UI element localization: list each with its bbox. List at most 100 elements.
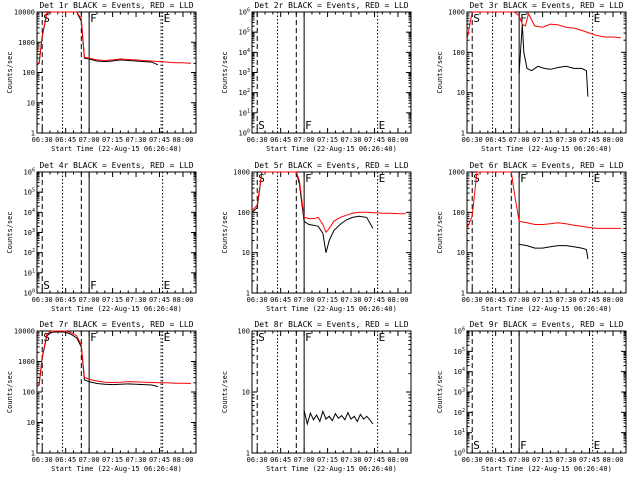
- marker-label-f: F: [90, 279, 97, 292]
- marker-label-e: E: [379, 119, 386, 132]
- y-tick-label: 1: [461, 290, 465, 298]
- marker-label-e: E: [594, 12, 601, 25]
- x-tick-label: 06:30: [32, 456, 53, 464]
- y-tick-exponent: 5: [247, 28, 250, 34]
- y-axis-label: Counts/sec: [6, 51, 14, 93]
- panel-1: Det 1r BLACK = Events, RED = LLD S F E 1 10 10…: [6, 1, 197, 153]
- x-tick-label: 07:15: [102, 456, 123, 464]
- x-tick-label: 07:30: [126, 136, 147, 144]
- y-tick-label: 1: [31, 130, 35, 138]
- x-tick-label: 06:45: [270, 456, 291, 464]
- marker-label-f: F: [305, 119, 312, 132]
- y-tick-label: 10: [457, 89, 465, 97]
- y-axis-label: Counts/sec: [221, 211, 229, 253]
- y-tick-label: 103: [454, 388, 465, 397]
- y-tick-label: 1: [246, 450, 250, 458]
- x-tick-label: 07:00: [509, 296, 530, 304]
- x-tick-label: 07:30: [341, 136, 362, 144]
- marker-label-f: F: [90, 331, 97, 344]
- y-tick-label: 106: [239, 8, 250, 17]
- x-axis-label: Start Time (22-Aug-15 06:26:40): [266, 145, 397, 153]
- marker-label-s: S: [258, 331, 265, 344]
- y-tick-label: 10: [242, 249, 250, 257]
- series-line-lld: [36, 11, 191, 65]
- y-tick-label: 1: [461, 130, 465, 138]
- y-tick-exponent: 5: [462, 347, 465, 353]
- y-tick-base: 10: [454, 429, 462, 437]
- y-tick-base: 10: [454, 450, 462, 458]
- x-axis-label: Start Time (22-Aug-15 06:26:40): [51, 465, 182, 473]
- y-tick-exponent: 1: [462, 428, 465, 434]
- y-tick-label: 10: [242, 389, 250, 397]
- y-tick-base: 10: [24, 249, 32, 257]
- y-tick-exponent: 6: [32, 168, 35, 174]
- x-tick-label: 07:15: [532, 136, 553, 144]
- y-tick-label: 100: [22, 69, 35, 77]
- x-tick-label: 06:45: [485, 456, 506, 464]
- marker-label-e: E: [164, 279, 171, 292]
- marker-label-f: F: [520, 12, 527, 25]
- y-tick-exponent: 1: [247, 108, 250, 114]
- y-axis-label: Counts/sec: [436, 371, 444, 413]
- x-axis-label: Start Time (22-Aug-15 06:26:40): [481, 305, 612, 313]
- x-axis-label: Start Time (22-Aug-15 06:26:40): [266, 465, 397, 473]
- panel-title: Det 4r BLACK = Events, RED = LLD: [39, 161, 193, 170]
- y-tick-label: 105: [24, 188, 35, 197]
- series-line-events: [303, 409, 374, 426]
- x-axis-label: Start Time (22-Aug-15 06:26:40): [481, 145, 612, 153]
- marker-label-f: F: [305, 331, 312, 344]
- y-tick-label: 1000: [18, 39, 35, 47]
- y-tick-label: 101: [24, 268, 35, 277]
- x-tick-label: 07:15: [317, 136, 338, 144]
- y-tick-base: 10: [454, 368, 462, 376]
- x-tick-label: 07:00: [79, 296, 100, 304]
- x-tick-label: 06:30: [462, 136, 483, 144]
- marker-label-f: F: [520, 172, 527, 185]
- plot-frame: [466, 171, 627, 294]
- x-tick-label: 06:45: [55, 296, 76, 304]
- plot-frame: [36, 11, 197, 134]
- marker-label-f: F: [520, 439, 527, 452]
- series-line-events: [36, 331, 159, 388]
- y-tick-base: 10: [24, 269, 32, 277]
- y-tick-base: 10: [239, 49, 247, 57]
- x-tick-label: 07:45: [364, 456, 385, 464]
- x-axis-label: Start Time (22-Aug-15 06:26:40): [481, 465, 612, 473]
- y-tick-base: 10: [24, 169, 32, 177]
- y-tick-exponent: 4: [247, 48, 250, 54]
- y-axis-label: Counts/sec: [221, 371, 229, 413]
- y-axis-label: Counts/sec: [436, 211, 444, 253]
- x-tick-label: 07:00: [294, 136, 315, 144]
- y-tick-base: 10: [454, 348, 462, 356]
- y-tick-label: 104: [454, 367, 465, 376]
- y-tick-label: 10000: [14, 9, 35, 17]
- y-tick-label: 102: [454, 408, 465, 417]
- x-tick-label: 07:30: [556, 136, 577, 144]
- marker-label-s: S: [43, 12, 50, 25]
- y-tick-label: 106: [24, 168, 35, 177]
- x-tick-label: 07:15: [102, 136, 123, 144]
- y-axis-label: Counts/sec: [6, 211, 14, 253]
- y-tick-label: 104: [239, 48, 250, 57]
- x-tick-label: 07:15: [317, 296, 338, 304]
- y-tick-exponent: 2: [32, 248, 35, 254]
- marker-label-e: E: [379, 331, 386, 344]
- y-tick-base: 10: [454, 409, 462, 417]
- y-tick-label: 100: [237, 328, 250, 336]
- y-tick-exponent: 4: [32, 208, 35, 214]
- y-tick-base: 10: [24, 209, 32, 217]
- x-tick-label: 07:30: [341, 296, 362, 304]
- x-tick-label: 08:00: [602, 456, 623, 464]
- plot-frame: [466, 330, 627, 454]
- series-line-lld: [466, 171, 621, 229]
- panel-3: Det 3r BLACK = Events, RED = LLD S F E 1 10 10…: [436, 1, 627, 153]
- x-tick-label: 07:00: [79, 456, 100, 464]
- x-tick-label: 07:45: [364, 136, 385, 144]
- x-tick-label: 06:30: [462, 456, 483, 464]
- y-tick-label: 100: [452, 209, 465, 217]
- x-tick-label: 07:30: [341, 456, 362, 464]
- x-tick-label: 07:30: [556, 296, 577, 304]
- marker-label-f: F: [90, 12, 97, 25]
- x-tick-label: 08:00: [387, 136, 408, 144]
